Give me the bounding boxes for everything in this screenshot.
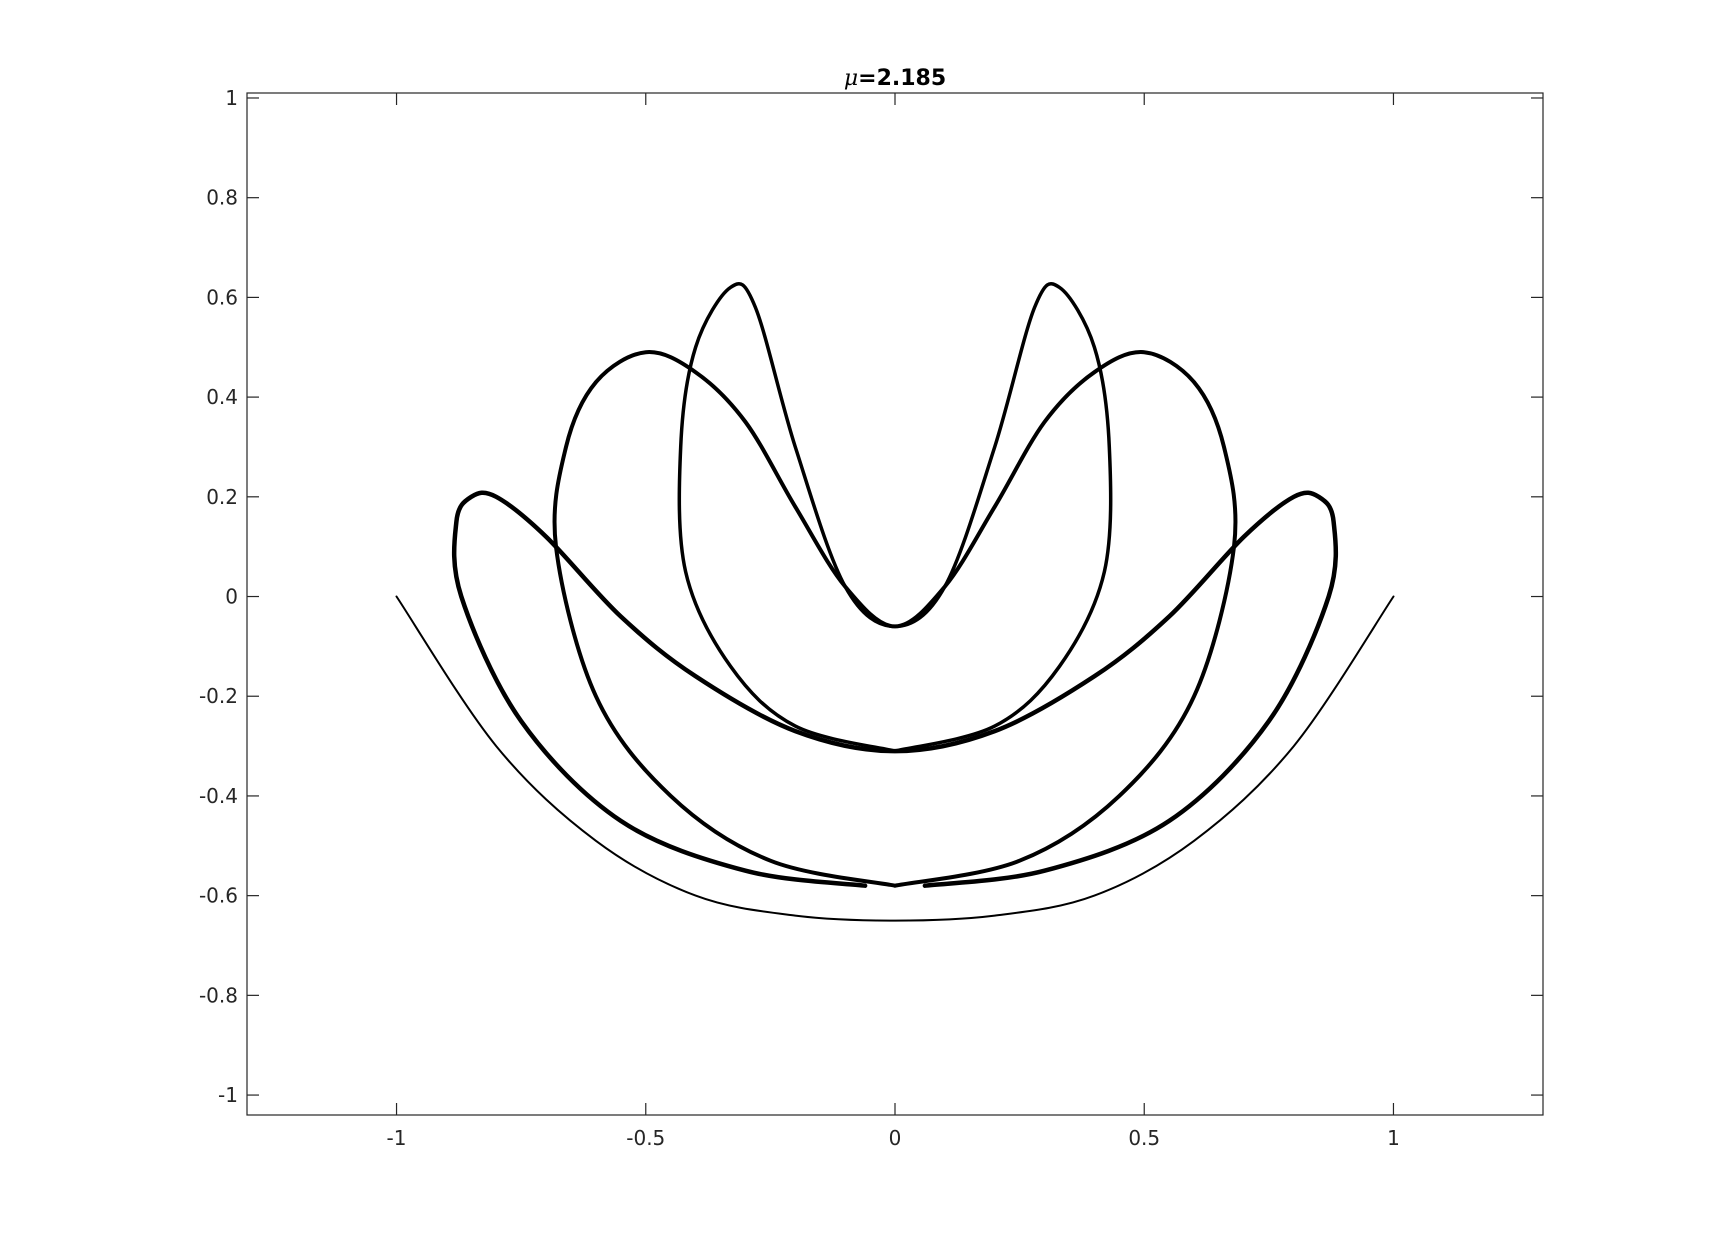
y-tick-label: 0	[225, 585, 238, 609]
y-tick-label: 0.6	[206, 285, 238, 309]
y-tick-label: -0.4	[199, 784, 238, 808]
title-symbol: μ	[844, 66, 858, 91]
y-tick-label: -1	[218, 1083, 238, 1107]
y-tick-label: -0.8	[199, 983, 238, 1007]
chart-title: μ=2.185	[844, 66, 946, 91]
y-tick-label: 0.8	[206, 186, 238, 210]
series-line-2	[451, 490, 1339, 888]
axes-box	[246, 92, 1544, 1116]
x-tick-label: -0.5	[626, 1126, 665, 1150]
x-tick-label: 0.5	[1128, 1126, 1160, 1150]
x-tick-label: 0	[889, 1126, 902, 1150]
series-line-3	[552, 350, 1238, 888]
y-tick-label: -0.6	[199, 884, 238, 908]
title-value: =2.185	[858, 66, 946, 91]
y-tick-label: 1	[225, 86, 238, 110]
y-tick-label: 0.4	[206, 385, 238, 409]
x-axis: -1 -0.5 0 0.5 1	[387, 93, 1400, 1150]
series-line-4	[677, 282, 1113, 753]
y-axis: 1 0.8 0.6 0.4 0.2 0 -0.2 -0.4 -0.6 -0.8 -1	[199, 86, 1543, 1107]
x-tick-label: 1	[1387, 1126, 1400, 1150]
series-line-1	[395, 595, 1395, 922]
y-tick-label: 0.2	[206, 485, 238, 509]
x-tick-label: -1	[387, 1126, 407, 1150]
plot-curves	[395, 282, 1395, 922]
y-tick-label: -0.2	[199, 684, 238, 708]
